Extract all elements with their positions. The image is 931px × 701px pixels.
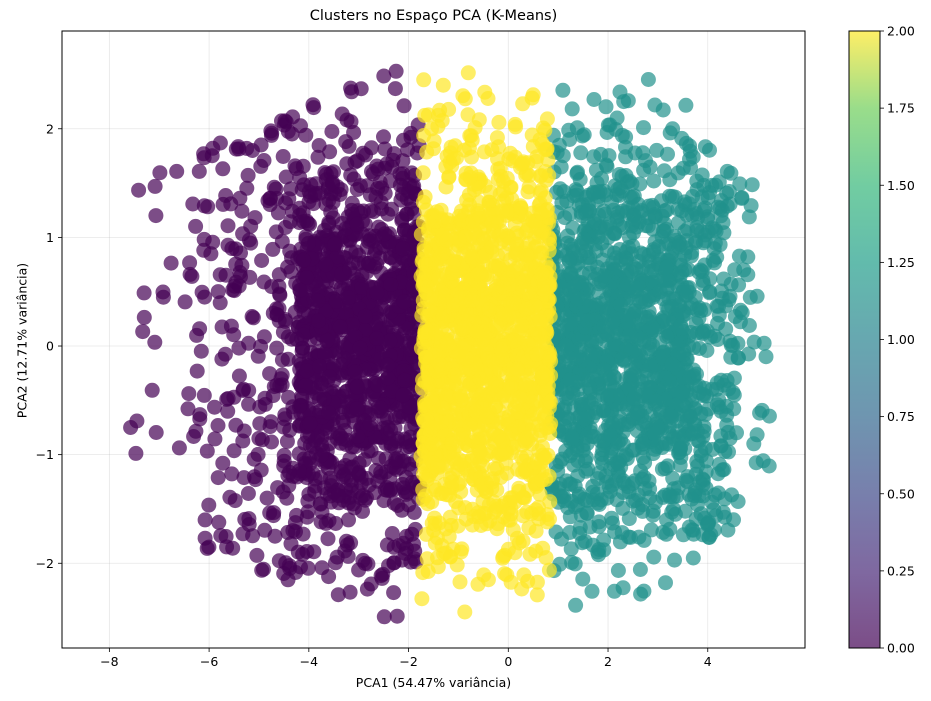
x-axis-ticks: −8 −6 −4 −2 0 2 4 (100, 648, 712, 669)
colorbar-tick-label: 0.00 (887, 641, 915, 656)
colorbar-tick-label: 1.75 (887, 101, 915, 116)
y-tick-label: 1 (46, 230, 54, 245)
colorbar-gradient (849, 31, 880, 648)
x-tick-label: 2 (604, 654, 612, 669)
y-axis-ticks: −2 −1 0 1 2 (36, 121, 62, 571)
y-tick-label: −1 (36, 447, 54, 462)
y-tick-label: 0 (46, 339, 54, 354)
colorbar-tick-label: 0.50 (887, 486, 915, 501)
colorbar-ticks: 0.00 0.25 0.50 0.75 1.00 1.25 1.50 1.75 2.00 (880, 24, 915, 656)
x-axis-label: PCA1 (54.47% variância) (355, 675, 512, 690)
plot-frame (61, 30, 806, 649)
colorbar-tick-label: 1.00 (887, 332, 915, 347)
x-tick-label: −8 (100, 654, 118, 669)
y-tick-label: 2 (46, 121, 54, 136)
chart-title: Clusters no Espaço PCA (K-Means) (309, 8, 558, 24)
colorbar-tick-label: 0.75 (887, 409, 915, 424)
scatter-points (123, 63, 777, 625)
colorbar-tick-label: 0.25 (887, 563, 915, 578)
colorbar-tick-label: 2.00 (887, 24, 915, 39)
colorbar-tick-label: 1.25 (887, 255, 915, 270)
x-tick-label: 4 (704, 654, 712, 669)
x-tick-label: −2 (399, 654, 417, 669)
colorbar-tick-label: 1.50 (887, 178, 915, 193)
x-tick-label: −4 (300, 654, 318, 669)
y-tick-label: −2 (36, 556, 54, 571)
x-tick-label: −6 (200, 654, 218, 669)
colorbar: 0.00 0.25 0.50 0.75 1.00 1.25 1.50 1.75 2.00 (848, 24, 915, 656)
x-tick-label: 0 (504, 654, 512, 669)
